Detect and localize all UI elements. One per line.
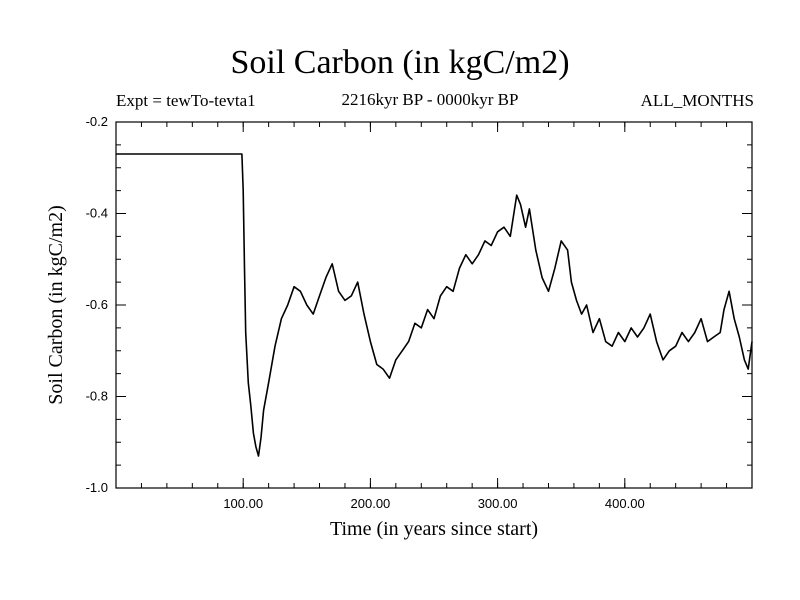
plot-frame — [115, 121, 753, 489]
y-tick-label: -0.8 — [86, 389, 108, 404]
y-tick-label: -1.0 — [86, 480, 108, 495]
soil-carbon-line — [116, 153, 753, 457]
axis-tick-labels: -1.0 -0.8 -0.6 -0.4 -0.2 100.00 200.00 300.00 40… — [86, 114, 645, 511]
y-tick-label: -0.6 — [86, 297, 108, 312]
y-tick-label: -0.2 — [86, 114, 108, 129]
y-tick-label: -0.4 — [86, 206, 108, 221]
x-tick-label: 300.00 — [478, 496, 518, 511]
chart-title: Soil Carbon (in kgC/m2) — [230, 44, 570, 81]
x-tick-label: 100.00 — [223, 496, 263, 511]
experiment-label: Expt = tewTo-tevta1 — [116, 91, 256, 110]
x-tick-label: 400.00 — [605, 496, 645, 511]
x-tick-label: 200.00 — [351, 496, 391, 511]
axis-ticks — [116, 121, 752, 489]
y-axis-label: Soil Carbon (in kgC/m2) — [45, 205, 67, 404]
months-label: ALL_MONTHS — [640, 91, 754, 110]
x-axis-label: Time (in years since start) — [330, 518, 538, 540]
time-range-label: 2216kyr BP - 0000kyr BP — [341, 90, 519, 109]
